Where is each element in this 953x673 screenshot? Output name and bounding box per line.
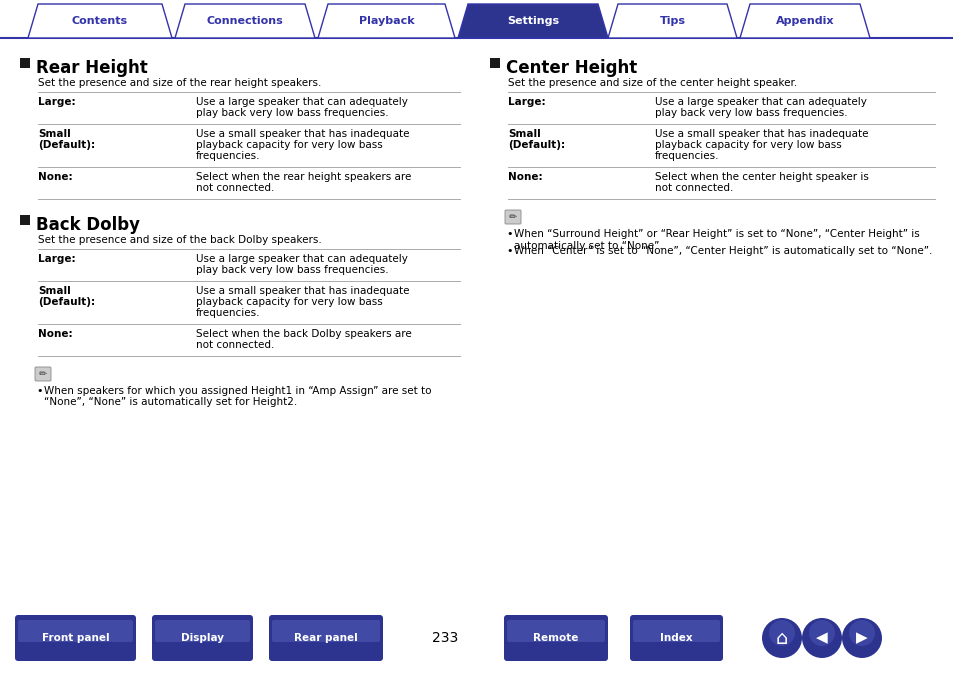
Text: •: • bbox=[36, 386, 43, 396]
Text: Select when the center height speaker is: Select when the center height speaker is bbox=[654, 172, 867, 182]
Polygon shape bbox=[174, 4, 314, 38]
Text: When speakers for which you assigned Height1 in “Amp Assign” are set to: When speakers for which you assigned Hei… bbox=[44, 386, 431, 396]
Text: Select when the rear height speakers are: Select when the rear height speakers are bbox=[195, 172, 411, 182]
Text: Back Dolby: Back Dolby bbox=[36, 216, 140, 234]
Text: Appendix: Appendix bbox=[775, 16, 833, 26]
Text: Set the presence and size of the back Dolby speakers.: Set the presence and size of the back Do… bbox=[38, 235, 321, 245]
FancyBboxPatch shape bbox=[152, 615, 253, 661]
Polygon shape bbox=[457, 4, 607, 38]
Text: Use a small speaker that has inadequate: Use a small speaker that has inadequate bbox=[195, 129, 409, 139]
Text: Center Height: Center Height bbox=[505, 59, 637, 77]
Text: not connected.: not connected. bbox=[195, 340, 274, 350]
Text: •: • bbox=[505, 229, 512, 239]
Bar bbox=[20, 215, 30, 225]
Text: (Default):: (Default): bbox=[507, 140, 564, 150]
Text: ◀: ◀ bbox=[815, 631, 827, 645]
Text: Use a small speaker that has inadequate: Use a small speaker that has inadequate bbox=[195, 286, 409, 296]
Text: None:: None: bbox=[38, 329, 72, 339]
Text: frequencies.: frequencies. bbox=[195, 151, 260, 161]
Circle shape bbox=[768, 620, 794, 646]
Circle shape bbox=[848, 620, 874, 646]
Circle shape bbox=[808, 620, 834, 646]
Text: When “Center” is set to “None”, “Center Height” is automatically set to “None”.: When “Center” is set to “None”, “Center … bbox=[514, 246, 931, 256]
Text: Select when the back Dolby speakers are: Select when the back Dolby speakers are bbox=[195, 329, 412, 339]
Text: None:: None: bbox=[507, 172, 542, 182]
Text: Rear Height: Rear Height bbox=[36, 59, 148, 77]
Text: frequencies.: frequencies. bbox=[654, 151, 719, 161]
Text: Large:: Large: bbox=[507, 97, 545, 107]
Text: ▶: ▶ bbox=[855, 631, 867, 645]
Text: Front panel: Front panel bbox=[42, 633, 110, 643]
Text: Small: Small bbox=[38, 286, 71, 296]
Text: ✏: ✏ bbox=[39, 369, 47, 379]
Bar bbox=[20, 58, 30, 68]
Text: Use a large speaker that can adequately: Use a large speaker that can adequately bbox=[654, 97, 865, 107]
FancyBboxPatch shape bbox=[269, 615, 382, 661]
Text: (Default):: (Default): bbox=[38, 140, 95, 150]
Text: Display: Display bbox=[181, 633, 224, 643]
Text: play back very low bass frequencies.: play back very low bass frequencies. bbox=[195, 108, 388, 118]
Text: Large:: Large: bbox=[38, 97, 75, 107]
Text: When “Surround Height” or “Rear Height” is set to “None”, “Center Height” is aut: When “Surround Height” or “Rear Height” … bbox=[514, 229, 919, 250]
Text: Rear panel: Rear panel bbox=[294, 633, 357, 643]
FancyBboxPatch shape bbox=[503, 615, 607, 661]
Text: Remote: Remote bbox=[533, 633, 578, 643]
Text: Settings: Settings bbox=[506, 16, 558, 26]
Text: Contents: Contents bbox=[71, 16, 128, 26]
FancyBboxPatch shape bbox=[633, 620, 720, 642]
Text: Set the presence and size of the center height speaker.: Set the presence and size of the center … bbox=[507, 78, 797, 88]
Text: ✏: ✏ bbox=[508, 212, 517, 222]
Bar bbox=[490, 58, 499, 68]
Text: (Default):: (Default): bbox=[38, 297, 95, 307]
Text: Use a large speaker that can adequately: Use a large speaker that can adequately bbox=[195, 97, 408, 107]
Text: Playback: Playback bbox=[358, 16, 414, 26]
Polygon shape bbox=[607, 4, 737, 38]
FancyBboxPatch shape bbox=[506, 620, 604, 642]
FancyBboxPatch shape bbox=[18, 620, 132, 642]
Text: Set the presence and size of the rear height speakers.: Set the presence and size of the rear he… bbox=[38, 78, 321, 88]
Text: Small: Small bbox=[507, 129, 540, 139]
Text: ⌂: ⌂ bbox=[775, 629, 787, 647]
FancyBboxPatch shape bbox=[15, 615, 136, 661]
Text: “None”, “None” is automatically set for Height2.: “None”, “None” is automatically set for … bbox=[44, 397, 297, 407]
FancyBboxPatch shape bbox=[629, 615, 722, 661]
Polygon shape bbox=[28, 4, 172, 38]
Text: •: • bbox=[505, 246, 512, 256]
Text: playback capacity for very low bass: playback capacity for very low bass bbox=[195, 297, 382, 307]
FancyBboxPatch shape bbox=[272, 620, 379, 642]
FancyBboxPatch shape bbox=[154, 620, 250, 642]
Circle shape bbox=[761, 618, 801, 658]
Circle shape bbox=[801, 618, 841, 658]
Text: None:: None: bbox=[38, 172, 72, 182]
Text: Tips: Tips bbox=[659, 16, 685, 26]
Polygon shape bbox=[740, 4, 869, 38]
Text: Use a small speaker that has inadequate: Use a small speaker that has inadequate bbox=[654, 129, 867, 139]
FancyBboxPatch shape bbox=[504, 210, 520, 224]
Polygon shape bbox=[317, 4, 455, 38]
Text: Index: Index bbox=[659, 633, 692, 643]
Text: Connections: Connections bbox=[207, 16, 283, 26]
Text: not connected.: not connected. bbox=[195, 183, 274, 193]
Text: playback capacity for very low bass: playback capacity for very low bass bbox=[195, 140, 382, 150]
Text: Large:: Large: bbox=[38, 254, 75, 264]
Text: frequencies.: frequencies. bbox=[195, 308, 260, 318]
Circle shape bbox=[841, 618, 882, 658]
Text: 233: 233 bbox=[432, 631, 457, 645]
Text: playback capacity for very low bass: playback capacity for very low bass bbox=[654, 140, 841, 150]
Text: play back very low bass frequencies.: play back very low bass frequencies. bbox=[195, 265, 388, 275]
Text: play back very low bass frequencies.: play back very low bass frequencies. bbox=[654, 108, 846, 118]
FancyBboxPatch shape bbox=[35, 367, 51, 381]
Text: Small: Small bbox=[38, 129, 71, 139]
Text: not connected.: not connected. bbox=[654, 183, 732, 193]
Text: Use a large speaker that can adequately: Use a large speaker that can adequately bbox=[195, 254, 408, 264]
